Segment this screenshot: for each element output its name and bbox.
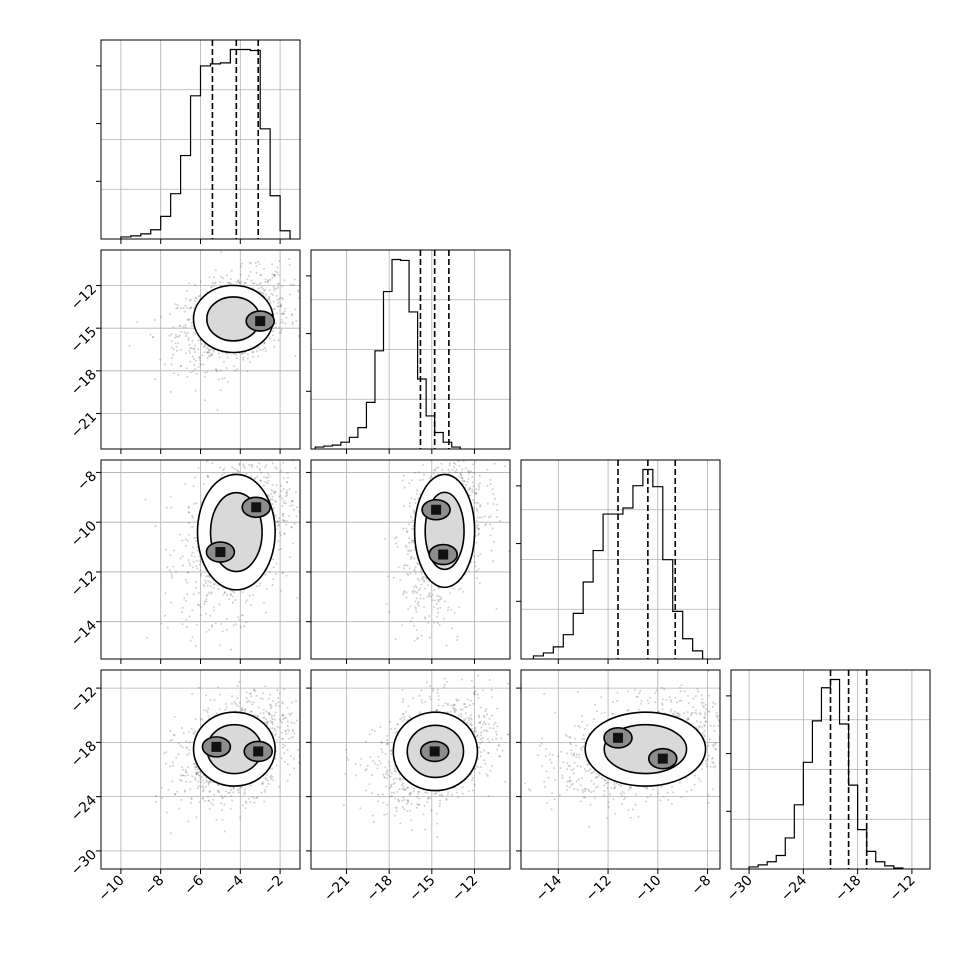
histogram-step-2: [532, 468, 704, 659]
frame-r3-c1: [310, 669, 511, 870]
grid-r3-c0: [101, 670, 300, 869]
y-tick-label-3-3: −12: [68, 684, 100, 716]
density-peak-2-0-1: [215, 547, 226, 558]
density-peak-2-1-0: [431, 504, 442, 515]
y-tick-label-1-3: −12: [68, 281, 100, 313]
x-tick-label-1-3: −12: [449, 873, 481, 905]
density-peak-3-0-1: [211, 741, 222, 752]
y-tick-label-2-1: −12: [68, 568, 100, 600]
grid-r2-c2: [521, 460, 720, 659]
y-tick-label-1-2: −15: [68, 324, 100, 356]
x-tick-label-1-2: −15: [406, 873, 438, 905]
histogram-0: [120, 40, 291, 239]
x-tick-label-0-2: −6: [181, 872, 207, 898]
histogram-2: [532, 460, 704, 659]
x-tick-label-3-2: −18: [832, 873, 864, 905]
histogram-step-1: [314, 258, 461, 449]
x-tick-label-0-3: −4: [221, 872, 247, 898]
y-tick-label-1-1: −18: [68, 367, 100, 399]
histogram-step-3: [748, 678, 904, 869]
pair-panel-3-1: [342, 674, 510, 838]
pair-panel-1-0: [128, 250, 300, 412]
y-tick-label-1-0: −21: [68, 409, 100, 441]
x-tick-label-2-0: −14: [533, 872, 565, 904]
x-tick-label-2-2: −10: [632, 873, 664, 905]
pair-panel-2-0: [144, 460, 300, 651]
density-peak-3-2-0: [657, 753, 668, 764]
pair-panel-3-0: [155, 681, 300, 835]
y-tick-label-3-2: −18: [68, 738, 100, 770]
frame-r1-c1: [310, 249, 511, 450]
frame-r3-c2: [520, 669, 721, 870]
density-peak-2-1-1: [438, 549, 449, 560]
grid-r1-c1: [311, 250, 510, 449]
density-peak-3-0-0: [253, 746, 264, 757]
histogram-3: [748, 670, 904, 869]
x-tick-label-0-1: −8: [142, 873, 168, 899]
y-tick-label-2-2: −10: [68, 518, 100, 550]
x-tick-label-2-3: −8: [688, 873, 714, 899]
x-tick-label-3-0: −30: [724, 873, 756, 905]
frame-r3-c3: [730, 669, 931, 870]
y-tick-label-3-0: −30: [68, 847, 100, 879]
density-peak-1-0-0: [255, 316, 266, 327]
density-peak-3-2-1: [613, 732, 624, 743]
x-tick-label-1-0: −21: [321, 873, 353, 905]
x-tick-label-3-3: −12: [887, 873, 919, 905]
y-tick-label-2-0: −14: [68, 617, 100, 649]
density-peak-3-1-0: [429, 746, 440, 757]
frame-r2-c2: [520, 459, 721, 660]
pair-panel-2-1: [384, 460, 510, 647]
frame-r2-c1: [310, 459, 511, 660]
x-tick-label-1-1: −18: [364, 873, 396, 905]
y-tick-label-3-1: −24: [68, 792, 100, 824]
pair-panel-3-2: [524, 670, 720, 828]
x-tick-label-2-1: −12: [583, 873, 615, 905]
x-tick-label-0-0: −10: [96, 873, 128, 905]
x-tick-label-3-1: −24: [778, 872, 810, 904]
grid-r1-c0: [101, 250, 300, 449]
x-tick-label-0-4: −2: [261, 873, 287, 899]
histogram-1: [314, 250, 461, 449]
histogram-step-0: [120, 48, 291, 239]
density-peak-2-0-0: [251, 502, 262, 513]
